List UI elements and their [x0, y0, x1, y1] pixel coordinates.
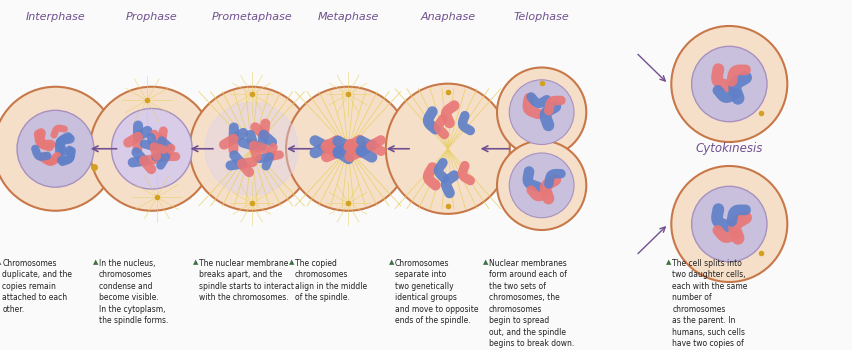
Text: Interphase: Interphase	[26, 13, 85, 22]
Ellipse shape	[189, 87, 314, 211]
Ellipse shape	[385, 84, 509, 214]
Text: In the nucleus,
chromosomes
condense and
become visible.
In the cytoplasm,
the s: In the nucleus, chromosomes condense and…	[99, 259, 168, 325]
Text: Prophase: Prophase	[126, 13, 177, 22]
Ellipse shape	[89, 87, 214, 211]
Text: Prometaphase: Prometaphase	[211, 13, 291, 22]
Text: The nuclear membrane
breaks apart, and the
spindle starts to interact
with the c: The nuclear membrane breaks apart, and t…	[199, 259, 293, 302]
Ellipse shape	[671, 26, 786, 142]
Ellipse shape	[0, 87, 118, 211]
Ellipse shape	[285, 87, 410, 211]
Ellipse shape	[691, 46, 766, 122]
Text: ▲: ▲	[0, 259, 2, 265]
Text: Anaphase: Anaphase	[420, 13, 475, 22]
Ellipse shape	[17, 110, 94, 187]
Text: Chromosomes
duplicate, and the
copies remain
attached to each
other.: Chromosomes duplicate, and the copies re…	[3, 259, 72, 314]
Ellipse shape	[204, 102, 298, 195]
Ellipse shape	[112, 108, 192, 189]
Ellipse shape	[509, 80, 573, 145]
Text: ▲: ▲	[193, 259, 198, 265]
Text: ▲: ▲	[482, 259, 487, 265]
Text: The cell splits into
two daughter cells,
each with the same
number of
chromosome: The cell splits into two daughter cells,…	[671, 259, 747, 350]
Ellipse shape	[509, 153, 573, 218]
Text: ▲: ▲	[93, 259, 98, 265]
Text: The copied
chromosomes
align in the middle
of the spindle.: The copied chromosomes align in the midd…	[295, 259, 366, 302]
Text: Telophase: Telophase	[513, 13, 569, 22]
Ellipse shape	[691, 186, 766, 262]
Text: ▲: ▲	[389, 259, 394, 265]
Ellipse shape	[671, 166, 786, 282]
Text: Nuclear membranes
form around each of
the two sets of
chromosomes, the
chromosom: Nuclear membranes form around each of th…	[488, 259, 573, 348]
Text: Metaphase: Metaphase	[317, 13, 378, 22]
Text: Chromosomes
separate into
two genetically
identical groups
and move to opposite
: Chromosomes separate into two geneticall…	[394, 259, 478, 325]
Ellipse shape	[497, 141, 585, 230]
Text: Cytokinesis: Cytokinesis	[695, 142, 762, 155]
Ellipse shape	[497, 68, 585, 157]
Text: ▲: ▲	[665, 259, 671, 265]
Text: ▲: ▲	[289, 259, 294, 265]
